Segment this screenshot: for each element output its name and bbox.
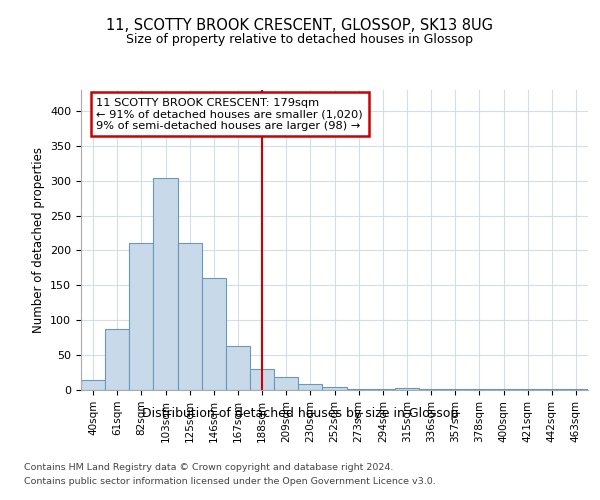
- Bar: [443, 388, 467, 390]
- Bar: [129, 243, 154, 390]
- Bar: [178, 243, 202, 390]
- Bar: [154, 178, 178, 390]
- Bar: [298, 384, 322, 390]
- Bar: [322, 386, 347, 390]
- Text: Contains public sector information licensed under the Open Government Licence v3: Contains public sector information licen…: [24, 478, 436, 486]
- Bar: [491, 388, 515, 390]
- Bar: [395, 388, 419, 390]
- Y-axis label: Number of detached properties: Number of detached properties: [32, 147, 44, 333]
- Text: Size of property relative to detached houses in Glossop: Size of property relative to detached ho…: [127, 32, 473, 46]
- Bar: [81, 380, 105, 390]
- Bar: [105, 328, 129, 390]
- Text: 11, SCOTTY BROOK CRESCENT, GLOSSOP, SK13 8UG: 11, SCOTTY BROOK CRESCENT, GLOSSOP, SK13…: [107, 18, 493, 32]
- Text: Distribution of detached houses by size in Glossop: Distribution of detached houses by size …: [142, 408, 458, 420]
- Bar: [250, 369, 274, 390]
- Bar: [274, 376, 298, 390]
- Text: Contains HM Land Registry data © Crown copyright and database right 2024.: Contains HM Land Registry data © Crown c…: [24, 462, 394, 471]
- Bar: [347, 388, 371, 390]
- Bar: [226, 346, 250, 390]
- Bar: [564, 388, 588, 390]
- Text: 11 SCOTTY BROOK CRESCENT: 179sqm
← 91% of detached houses are smaller (1,020)
9%: 11 SCOTTY BROOK CRESCENT: 179sqm ← 91% o…: [96, 98, 363, 130]
- Bar: [202, 278, 226, 390]
